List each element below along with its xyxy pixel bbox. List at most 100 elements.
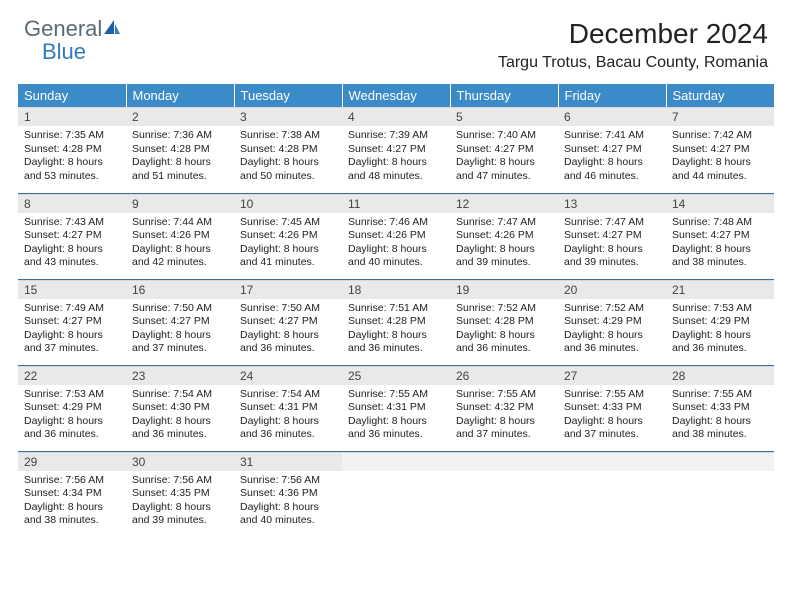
sunset-line: Sunset: 4:33 PM <box>564 401 660 415</box>
sunset-line: Sunset: 4:27 PM <box>672 143 768 157</box>
weekday-header: Sunday <box>18 84 126 107</box>
day-number: 19 <box>450 280 558 299</box>
calendar-cell: 8Sunrise: 7:43 AMSunset: 4:27 PMDaylight… <box>18 193 126 279</box>
calendar-cell: 31Sunrise: 7:56 AMSunset: 4:36 PMDayligh… <box>234 451 342 537</box>
calendar-cell: 28 Sunrise: 7:55 AMSunset: 4:33 PMDayligh… <box>666 365 774 451</box>
calendar-cell: 11Sunrise: 7:46 AMSunset: 4:26 PMDayligh… <box>342 193 450 279</box>
day-number: 27 <box>558 366 666 385</box>
day-number: 10 <box>234 194 342 213</box>
calendar-cell: 22Sunrise: 7:53 AMSunset: 4:29 PMDayligh… <box>18 365 126 451</box>
daylight-line: Daylight: 8 hours and 36 minutes. <box>672 329 768 356</box>
sunrise-line: Sunrise: 7:35 AM <box>24 129 120 143</box>
calendar-cell: 20Sunrise: 7:52 AMSunset: 4:29 PMDayligh… <box>558 279 666 365</box>
sunrise-line: Sunrise: 7:50 AM <box>240 302 336 316</box>
weekday-header: Tuesday <box>234 84 342 107</box>
calendar-cell: 18Sunrise: 7:51 AMSunset: 4:28 PMDayligh… <box>342 279 450 365</box>
day-body: Sunrise: 7:50 AMSunset: 4:27 PMDaylight:… <box>126 299 234 361</box>
day-body: Sunrise: 7:46 AMSunset: 4:26 PMDaylight:… <box>342 213 450 275</box>
day-number: 5 <box>450 107 558 126</box>
daylight-line: Daylight: 8 hours and 47 minutes. <box>456 156 552 183</box>
day-body: Sunrise: 7:53 AMSunset: 4:29 PMDaylight:… <box>666 299 774 361</box>
sunrise-line: Sunrise: 7:54 AM <box>132 388 228 402</box>
sunrise-line: Sunrise: 7:51 AM <box>348 302 444 316</box>
weekday-header: Saturday <box>666 84 774 107</box>
day-body: Sunrise: 7:38 AMSunset: 4:28 PMDaylight:… <box>234 126 342 188</box>
day-body: Sunrise: 7:51 AMSunset: 4:28 PMDaylight:… <box>342 299 450 361</box>
calendar-cell: 7Sunrise: 7:42 AMSunset: 4:27 PMDaylight… <box>666 107 774 193</box>
calendar-cell: 24Sunrise: 7:54 AMSunset: 4:31 PMDayligh… <box>234 365 342 451</box>
sunrise-line: Sunrise: 7:44 AM <box>132 216 228 230</box>
calendar-row: 8Sunrise: 7:43 AMSunset: 4:27 PMDaylight… <box>18 193 774 279</box>
day-number: 31 <box>234 452 342 471</box>
day-body: Sunrise: 7:48 AMSunset: 4:27 PMDaylight:… <box>666 213 774 275</box>
day-body: Sunrise: 7:43 AMSunset: 4:27 PMDaylight:… <box>18 213 126 275</box>
day-number: 15 <box>18 280 126 299</box>
sunset-line: Sunset: 4:26 PM <box>456 229 552 243</box>
day-body: Sunrise: 7:40 AMSunset: 4:27 PMDaylight:… <box>450 126 558 188</box>
sunset-line: Sunset: 4:31 PM <box>348 401 444 415</box>
day-number: 16 <box>126 280 234 299</box>
sunset-line: Sunset: 4:27 PM <box>456 143 552 157</box>
day-number: 7 <box>666 107 774 126</box>
sunrise-line: Sunrise: 7:50 AM <box>132 302 228 316</box>
calendar-cell: 19Sunrise: 7:52 AMSunset: 4:28 PMDayligh… <box>450 279 558 365</box>
day-body: Sunrise: 7:44 AMSunset: 4:26 PMDaylight:… <box>126 213 234 275</box>
calendar-cell: 27Sunrise: 7:55 AMSunset: 4:33 PMDayligh… <box>558 365 666 451</box>
day-number: 26 <box>450 366 558 385</box>
daylight-line: Daylight: 8 hours and 41 minutes. <box>240 243 336 270</box>
sunset-line: Sunset: 4:28 PM <box>132 143 228 157</box>
day-number: 30 <box>126 452 234 471</box>
daylight-line: Daylight: 8 hours and 44 minutes. <box>672 156 768 183</box>
day-number: 18 <box>342 280 450 299</box>
daylight-line: Daylight: 8 hours and 37 minutes. <box>132 329 228 356</box>
sunrise-line: Sunrise: 7:38 AM <box>240 129 336 143</box>
empty-daynum: . <box>666 452 774 471</box>
brand-logo: General Blue <box>24 18 122 64</box>
day-number: 23 <box>126 366 234 385</box>
daylight-line: Daylight: 8 hours and 38 minutes. <box>672 415 768 442</box>
weekday-header: Thursday <box>450 84 558 107</box>
daylight-line: Daylight: 8 hours and 53 minutes. <box>24 156 120 183</box>
day-number: 1 <box>18 107 126 126</box>
daylight-line: Daylight: 8 hours and 39 minutes. <box>564 243 660 270</box>
day-number: 6 <box>558 107 666 126</box>
sunset-line: Sunset: 4:26 PM <box>348 229 444 243</box>
calendar-row: 15Sunrise: 7:49 AMSunset: 4:27 PMDayligh… <box>18 279 774 365</box>
day-number: 2 <box>126 107 234 126</box>
logo-text-blue: Blue <box>24 39 86 64</box>
sunrise-line: Sunrise: 7:39 AM <box>348 129 444 143</box>
sunset-line: Sunset: 4:33 PM <box>672 401 768 415</box>
day-body: Sunrise: 7:53 AMSunset: 4:29 PMDaylight:… <box>18 385 126 447</box>
calendar-cell: 26Sunrise: 7:55 AMSunset: 4:32 PMDayligh… <box>450 365 558 451</box>
day-number: 28 <box>666 366 774 385</box>
sunrise-line: Sunrise: 7:55 AM <box>672 388 768 402</box>
day-body: Sunrise: 7:47 AMSunset: 4:27 PMDaylight:… <box>558 213 666 275</box>
day-number: 29 <box>18 452 126 471</box>
sunrise-line: Sunrise: 7:46 AM <box>348 216 444 230</box>
day-number: 20 <box>558 280 666 299</box>
day-body: Sunrise: 7:35 AMSunset: 4:28 PMDaylight:… <box>18 126 126 188</box>
day-number: 13 <box>558 194 666 213</box>
sunset-line: Sunset: 4:27 PM <box>132 315 228 329</box>
daylight-line: Daylight: 8 hours and 36 minutes. <box>564 329 660 356</box>
logo-sail-icon <box>102 18 122 41</box>
day-body: Sunrise: 7:56 AMSunset: 4:35 PMDaylight:… <box>126 471 234 533</box>
sunrise-line: Sunrise: 7:53 AM <box>672 302 768 316</box>
sunrise-line: Sunrise: 7:43 AM <box>24 216 120 230</box>
day-body: Sunrise: 7:52 AMSunset: 4:29 PMDaylight:… <box>558 299 666 361</box>
sunrise-line: Sunrise: 7:47 AM <box>456 216 552 230</box>
day-body: Sunrise: 7:39 AMSunset: 4:27 PMDaylight:… <box>342 126 450 188</box>
calendar-cell: 29Sunrise: 7:56 AMSunset: 4:34 PMDayligh… <box>18 451 126 537</box>
sunset-line: Sunset: 4:26 PM <box>132 229 228 243</box>
day-body: Sunrise: 7:45 AMSunset: 4:26 PMDaylight:… <box>234 213 342 275</box>
sunset-line: Sunset: 4:32 PM <box>456 401 552 415</box>
sunset-line: Sunset: 4:27 PM <box>564 143 660 157</box>
calendar-row: 1Sunrise: 7:35 AMSunset: 4:28 PMDaylight… <box>18 107 774 193</box>
sunrise-line: Sunrise: 7:48 AM <box>672 216 768 230</box>
calendar-cell: 15Sunrise: 7:49 AMSunset: 4:27 PMDayligh… <box>18 279 126 365</box>
day-body: Sunrise: 7:54 AMSunset: 4:30 PMDaylight:… <box>126 385 234 447</box>
daylight-line: Daylight: 8 hours and 51 minutes. <box>132 156 228 183</box>
calendar-table: Sunday Monday Tuesday Wednesday Thursday… <box>18 84 774 537</box>
daylight-line: Daylight: 8 hours and 46 minutes. <box>564 156 660 183</box>
empty-daynum: . <box>450 452 558 471</box>
